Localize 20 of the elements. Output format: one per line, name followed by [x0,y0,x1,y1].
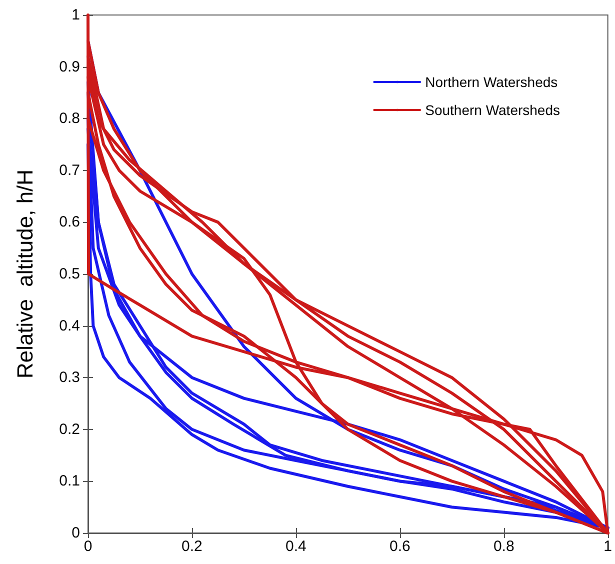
x-tick-label: 0.2 [182,538,202,555]
y-tick-label: 0.7 [59,162,80,179]
y-tick-label: 0.9 [59,58,80,76]
x-tick-label: 0.8 [493,538,514,555]
y-tick-label: 0.8 [59,110,80,128]
x-tick-label: 0.6 [389,538,410,555]
y-tick-label: 0.2 [59,420,80,438]
x-tick-label: 0 [84,538,92,555]
y-tick-label: 0.6 [59,214,80,231]
y-tick-label: 1 [72,6,80,24]
y-axis-title: Relative altitude, h/H [12,169,38,379]
x-tick-label: 0.4 [286,538,306,555]
y-tick-label: 0 [72,524,80,542]
y-tick-label: 0.5 [59,266,80,282]
y-tick-label: 0.1 [59,472,80,490]
legend-label: Northern Watersheds [425,74,558,90]
y-tick-label: 0.4 [59,317,80,334]
y-tick-label: 0.3 [59,369,80,386]
x-tick-label: 1 [604,538,612,555]
legend-label: Southern Watersheds [425,102,560,118]
